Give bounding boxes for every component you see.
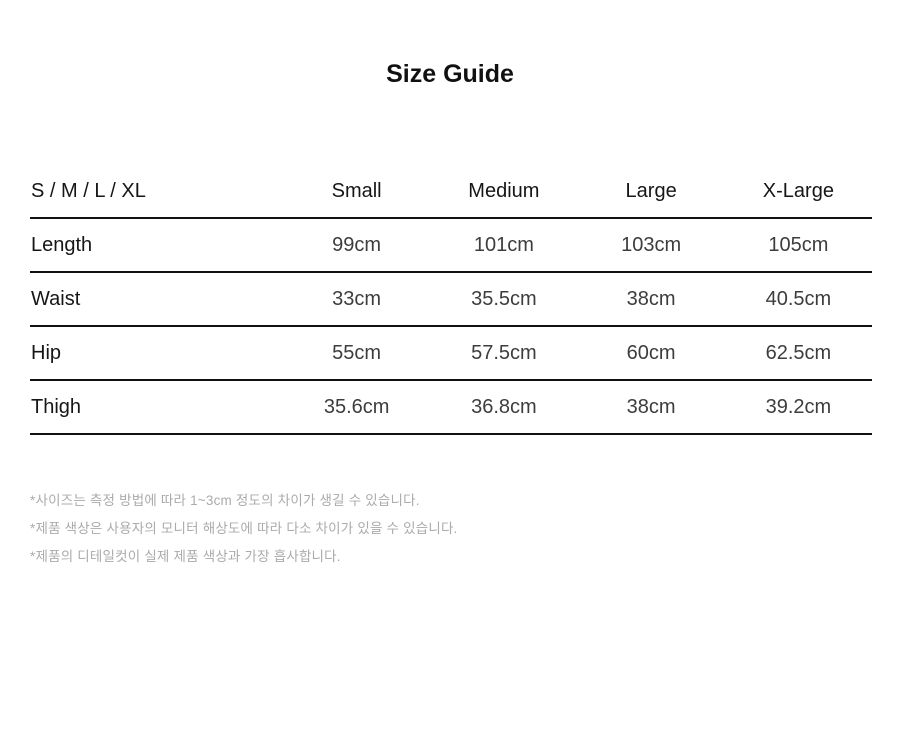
header-col-medium: Medium <box>468 180 540 202</box>
size-value: 33cm <box>332 287 382 310</box>
footnote-monitor-color: *제품 색상은 사용자의 모니터 해상도에 따라 다소 차이가 있을 수 있습니… <box>30 521 458 536</box>
size-value: 38cm <box>626 287 676 310</box>
table-header-row: S / M / L / XL Small Medium Large X-Larg… <box>30 166 872 219</box>
page-title: Size Guide <box>386 60 514 88</box>
header-col-xlarge: X-Large <box>762 180 834 202</box>
header-col-large: Large <box>625 180 677 202</box>
size-value: 57.5cm <box>471 341 537 364</box>
table-row-thigh: Thigh 35.6cm 36.8cm 38cm 39.2cm <box>30 381 872 435</box>
size-value: 101cm <box>473 233 534 256</box>
table-row-length: Length 99cm 101cm 103cm 105cm <box>30 219 872 273</box>
row-label: Waist <box>31 287 81 310</box>
size-value: 62.5cm <box>765 341 832 364</box>
size-value: 103cm <box>621 233 682 256</box>
footnotes: *사이즈는 측정 방법에 따라 1~3cm 정도의 차이가 생길 수 있습니다.… <box>30 487 900 571</box>
size-value: 38cm <box>626 395 676 418</box>
size-value: 36.8cm <box>471 395 537 418</box>
footnote-detail-cut: *제품의 디테일컷이 실제 제품 색상과 가장 흡사합니다. <box>30 549 341 564</box>
row-label: Length <box>31 233 93 256</box>
row-label: Thigh <box>31 395 82 418</box>
footnote-size-tolerance: *사이즈는 측정 방법에 따라 1~3cm 정도의 차이가 생길 수 있습니다. <box>30 493 420 508</box>
size-value: 35.6cm <box>323 395 390 418</box>
size-value: 60cm <box>626 341 676 364</box>
size-value: 55cm <box>332 341 382 364</box>
table-row-hip: Hip 55cm 57.5cm 60cm 62.5cm <box>30 327 872 381</box>
size-value: 99cm <box>332 233 382 256</box>
size-value: 40.5cm <box>765 287 832 310</box>
size-value: 39.2cm <box>765 395 832 418</box>
row-label: Hip <box>31 341 62 364</box>
header-col-small: Small <box>331 180 382 202</box>
size-value: 35.5cm <box>471 287 537 310</box>
size-value: 105cm <box>768 233 829 256</box>
header-size-key: S / M / L / XL <box>31 180 146 202</box>
table-row-waist: Waist 33cm 35.5cm 38cm 40.5cm <box>30 273 872 327</box>
size-table: S / M / L / XL Small Medium Large X-Larg… <box>30 166 872 435</box>
